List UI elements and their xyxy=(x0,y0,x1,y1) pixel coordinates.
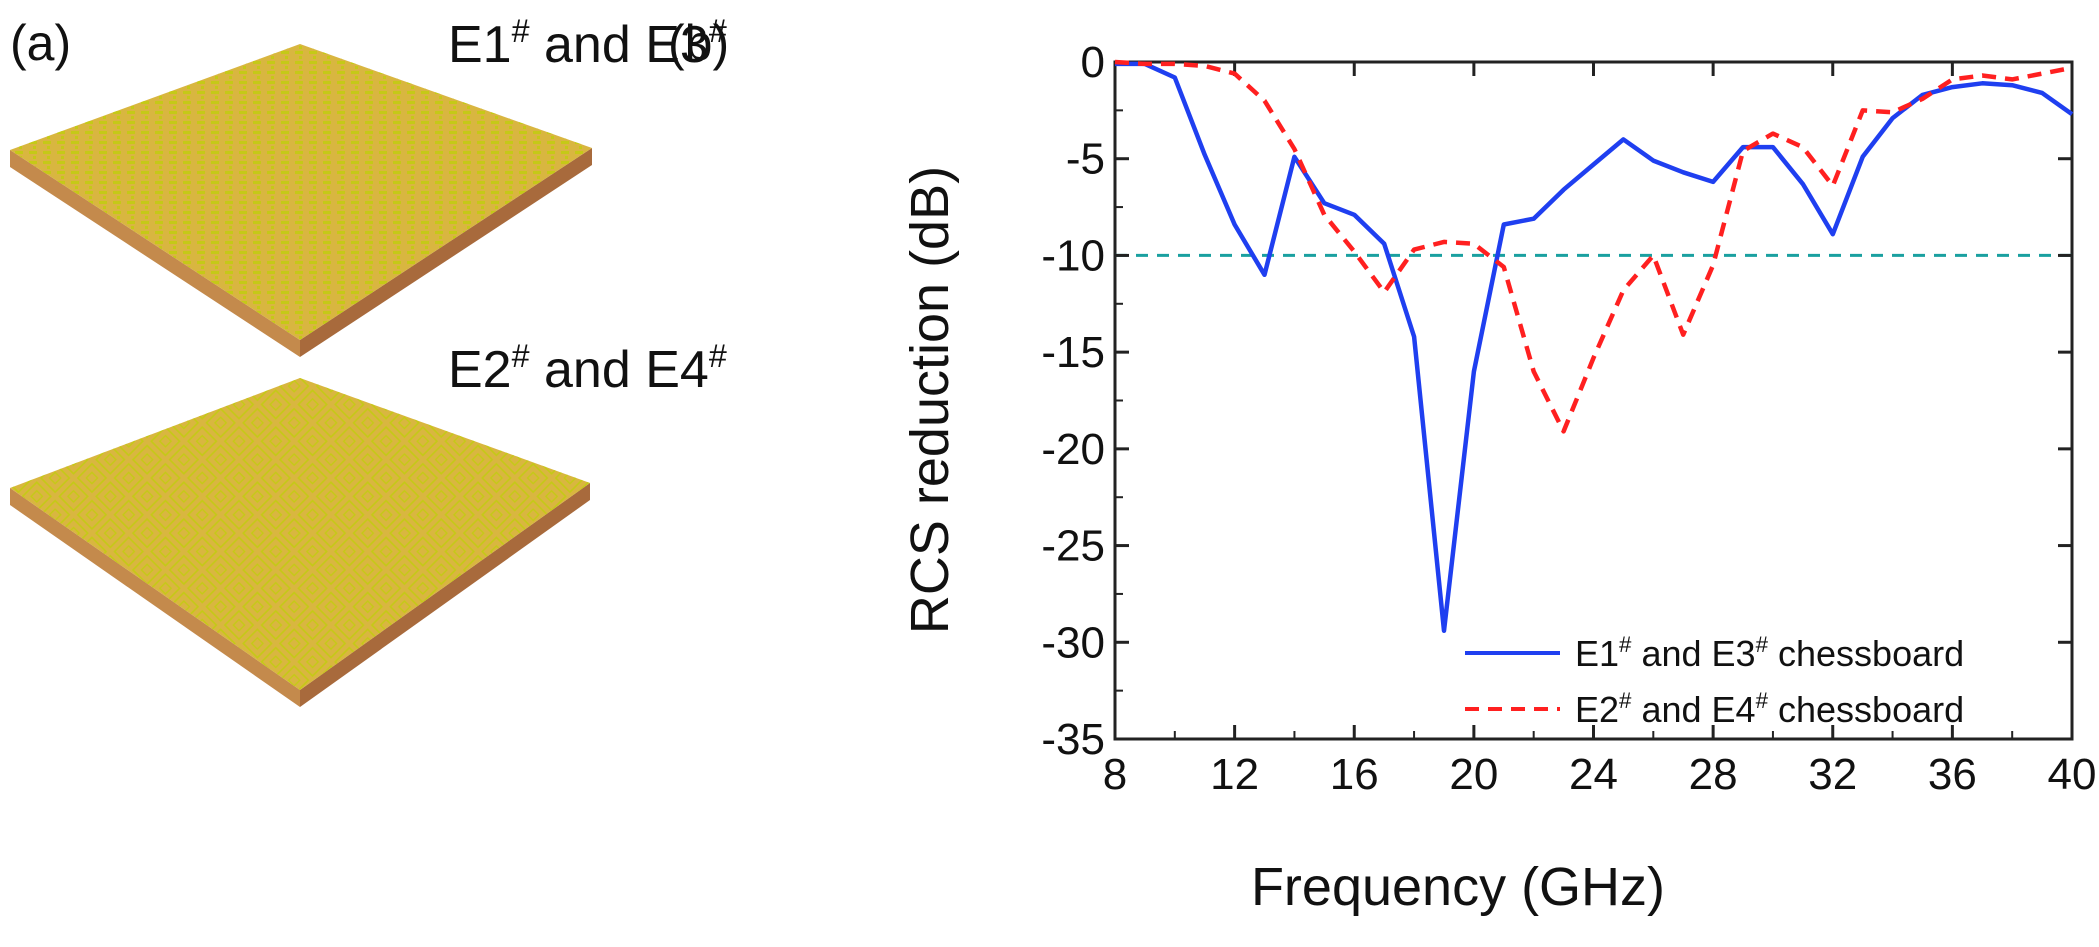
x-tick-label: 8 xyxy=(1103,750,1127,799)
x-tick-label: 40 xyxy=(2048,750,2097,799)
panel-b: (b) 0 -5 -10 -15 -20 -25 -30 -35 8 12 16 20 24 28 32 3… xyxy=(668,15,2096,917)
x-tick-label: 32 xyxy=(1808,750,1857,799)
series-group xyxy=(1114,59,2074,633)
bottom-slab-pattern xyxy=(10,378,590,690)
y-axis: 0 -5 -10 -15 -20 -25 -30 -35 xyxy=(1041,38,2072,764)
bottom-slab-left-face xyxy=(10,488,300,707)
x-axis-title: Frequency (GHz) xyxy=(1251,857,1665,917)
x-tick-label: 24 xyxy=(1569,750,1618,799)
line-chart: 0-5-10-15-20-25-30-35 8 12 16 20 24 28 32 36 40 … xyxy=(900,38,2096,917)
top-slab-left-face xyxy=(10,150,300,357)
legend-label-series-1: E1# and E3# chessboard xyxy=(1575,632,1964,674)
legend-label-series-2: E2# and E4# chessboard xyxy=(1575,688,1964,730)
y-tick-label: -25 xyxy=(1041,522,1105,571)
x-tick-label: 28 xyxy=(1689,750,1738,799)
bottom-slab-right-face xyxy=(300,483,590,707)
y-tick-label: -15 xyxy=(1041,328,1105,377)
top-slab-right-face xyxy=(300,148,592,357)
x-tick-label: 16 xyxy=(1330,750,1379,799)
y-tick-label: 0 xyxy=(1081,38,1105,87)
panel-b-label: (b) xyxy=(668,15,729,71)
legend: E1# and E3# chessboard E2# and E4# chess… xyxy=(1465,632,1964,730)
series-line-2 xyxy=(1114,59,2073,434)
x-tick-label: 36 xyxy=(1928,750,1977,799)
y-tick-label: -35 xyxy=(1041,715,1105,764)
panel-a: (a) E1# and E3# E2# and E4# xyxy=(10,13,727,707)
x-axis: 8 12 16 20 24 28 32 36 40 xyxy=(1103,62,2097,799)
y-axis-title: RCS reduction (dB) xyxy=(900,166,960,634)
y-tick-label: -5 xyxy=(1066,135,1105,184)
panel-a-top-title: E1# and E3# xyxy=(448,13,727,74)
y-tick-label: -30 xyxy=(1041,618,1105,667)
x-tick-label: 12 xyxy=(1210,750,1259,799)
series-line-1 xyxy=(1115,61,2074,633)
y-tick-label: -20 xyxy=(1041,425,1105,474)
top-slab xyxy=(10,44,592,357)
bottom-slab xyxy=(10,378,590,707)
panel-a-label: (a) xyxy=(10,15,71,71)
x-tick-label: 20 xyxy=(1449,750,1498,799)
top-slab-pattern xyxy=(10,44,592,340)
panel-a-bottom-title: E2# and E4# xyxy=(448,338,727,399)
y-tick-label: -10 xyxy=(1041,231,1105,280)
